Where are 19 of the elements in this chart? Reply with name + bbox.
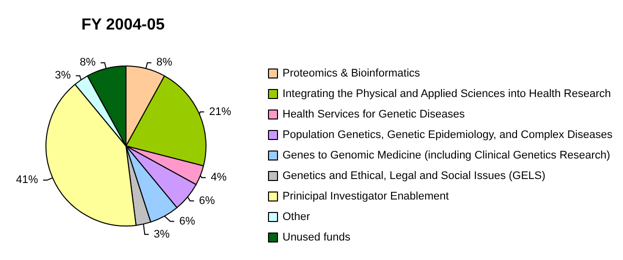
legend-label: Other <box>282 211 310 223</box>
data-label: 3% <box>54 70 71 82</box>
data-label: 8% <box>156 56 173 69</box>
data-label: 21% <box>209 106 232 118</box>
legend-label: Integrating the Physical and Applied Sciences into Health Research <box>282 88 611 100</box>
legend-label: Genes to Genomic Medicine (including Clinical Genetics Research) <box>282 150 610 162</box>
data-label: 4% <box>210 172 227 184</box>
data-label: 3% <box>154 228 170 240</box>
data-label: 41% <box>16 174 38 186</box>
legend-label: Population Genetics, Genetic Epidemiology, and Complex Diseases <box>282 129 613 141</box>
legend-label: Health Services for Genetic Diseases <box>282 108 466 120</box>
data-label: 6% <box>199 194 216 207</box>
legend-label: Proteomics & Bioinformatics <box>282 68 421 80</box>
data-label: 6% <box>179 215 196 228</box>
legend-label: Genetics and Ethical, Legal and Social Issues (GELS) <box>282 170 546 182</box>
chart-title: FY 2004-05 <box>81 16 165 34</box>
legend-label: Prinicipal Investigator Enablement <box>282 190 449 202</box>
data-label: 8% <box>80 56 96 69</box>
legend-label: Unused funds <box>282 232 351 244</box>
